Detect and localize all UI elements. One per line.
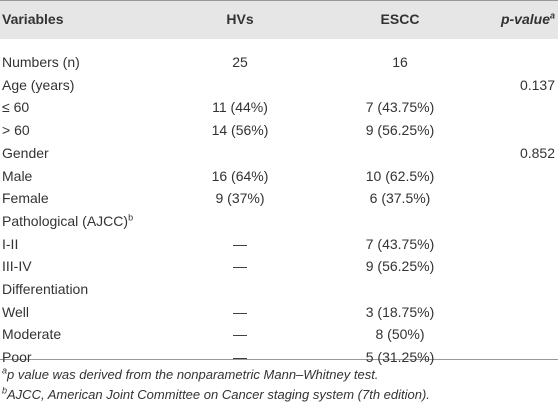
table-cell: 14 (56%) (211, 122, 269, 139)
table-cell: Female (2, 190, 49, 207)
superscript: b (2, 385, 8, 396)
table-cell: 16 (392, 54, 408, 70)
table-cell: — (233, 235, 247, 252)
table-cell: 9 (37%) (215, 190, 265, 207)
superscript: a (2, 365, 8, 376)
table-cell: Gender (2, 144, 49, 161)
table-cell: 0.852 (519, 144, 555, 161)
table-cell: Age (years) (2, 76, 75, 93)
table-cell: 0.137 (519, 76, 555, 93)
table-cell: 6 (37.5%) (369, 190, 431, 207)
table-cell: — (233, 349, 247, 366)
table-cell: ≤ 60 (2, 99, 30, 116)
footnote: ap value was derived from the nonparamet… (2, 365, 379, 382)
table-cell: Numbers (n) (2, 54, 80, 70)
table-cell: — (233, 258, 247, 275)
header-background (0, 0, 558, 39)
table-cell: 9 (56.25%) (365, 122, 435, 139)
table-cell: 10 (62.5%) (365, 167, 435, 184)
table-cell: Moderate (2, 326, 62, 343)
table-bottom-rule (0, 359, 558, 360)
header-cell-text: p-value (500, 11, 550, 27)
table-cell: — (233, 303, 247, 320)
table-cell-text: Pathological (AJCC) (2, 212, 129, 229)
table-cell: III-IV (2, 258, 32, 275)
header-cell: p-valuea (501, 8, 555, 30)
table-cell: Well (2, 303, 29, 320)
table-cell: I-II (2, 235, 19, 252)
table-cell: Differentiation (2, 281, 89, 297)
table-cell: 8 (50%) (375, 326, 425, 343)
table-cell: — (233, 326, 247, 343)
table-cell: Male (2, 167, 33, 184)
footnote-text: AJCC, American Joint Committee on Cancer… (7, 387, 430, 402)
table-cell: 11 (44%) (212, 99, 268, 116)
table-cell: 5 (31.25%) (365, 349, 435, 366)
table-cell: Pathological (AJCC)b (2, 210, 133, 232)
table-cell: 3 (18.75%) (365, 303, 435, 320)
table-cell: 25 (232, 54, 248, 70)
table-cell: Poor (2, 349, 32, 366)
header-cell: ESCC (380, 11, 420, 27)
table-cell: 7 (43.75%) (365, 99, 435, 116)
table-cell: 16 (64%) (211, 167, 269, 184)
table-cell: > 60 (2, 122, 30, 139)
superscript: a (549, 10, 555, 21)
table-cell: 9 (56.25%) (365, 258, 435, 275)
footnote: bAJCC, American Joint Committee on Cance… (2, 385, 430, 402)
superscript: b (128, 212, 134, 223)
header-cell: Variables (2, 11, 64, 27)
table-cell: 7 (43.75%) (365, 235, 435, 252)
header-cell: HVs (226, 11, 254, 27)
footnote-text: p value was derived from the nonparametr… (7, 367, 379, 382)
